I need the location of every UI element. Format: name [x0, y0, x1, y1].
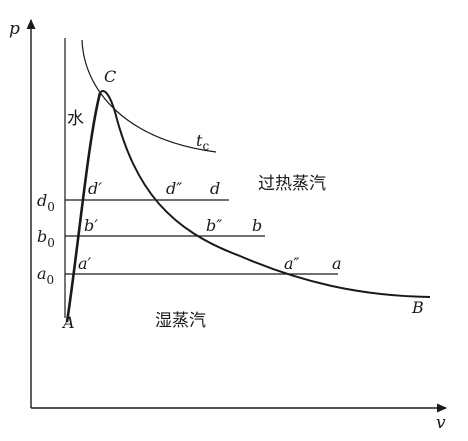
point-d-double-label: d″: [166, 179, 182, 198]
point-a-prime-label: a′: [78, 254, 92, 273]
point-b-label: b: [252, 216, 262, 235]
point-d-prime-label: d′: [88, 179, 102, 198]
point-a-label: a: [332, 254, 342, 273]
point-d-label: d: [210, 179, 220, 198]
tick-a0: a0: [37, 264, 54, 287]
point-b-double-label: b″: [206, 216, 222, 235]
tick-d0: d0: [37, 191, 55, 214]
region-superheated-label: 过热蒸汽: [258, 174, 326, 194]
x-axis-label: v: [436, 413, 446, 433]
region-wet-steam-label: 湿蒸汽: [155, 311, 206, 331]
point-c-label: C: [104, 67, 116, 86]
y-axis-label: p: [9, 19, 20, 39]
critical-isotherm: [81, 39, 217, 153]
region-water-label: 水: [67, 109, 84, 129]
saturated-vapor-curve: [99, 90, 431, 298]
point-b-end-label: B: [411, 298, 424, 317]
point-a-start-label: A: [61, 313, 75, 332]
tick-b0: b0: [37, 227, 55, 250]
isotherm-label: tc: [196, 131, 209, 153]
point-a-double-label: a″: [284, 254, 300, 273]
saturated-liquid-curve: [65, 92, 102, 323]
point-b-prime-label: b′: [84, 216, 98, 235]
